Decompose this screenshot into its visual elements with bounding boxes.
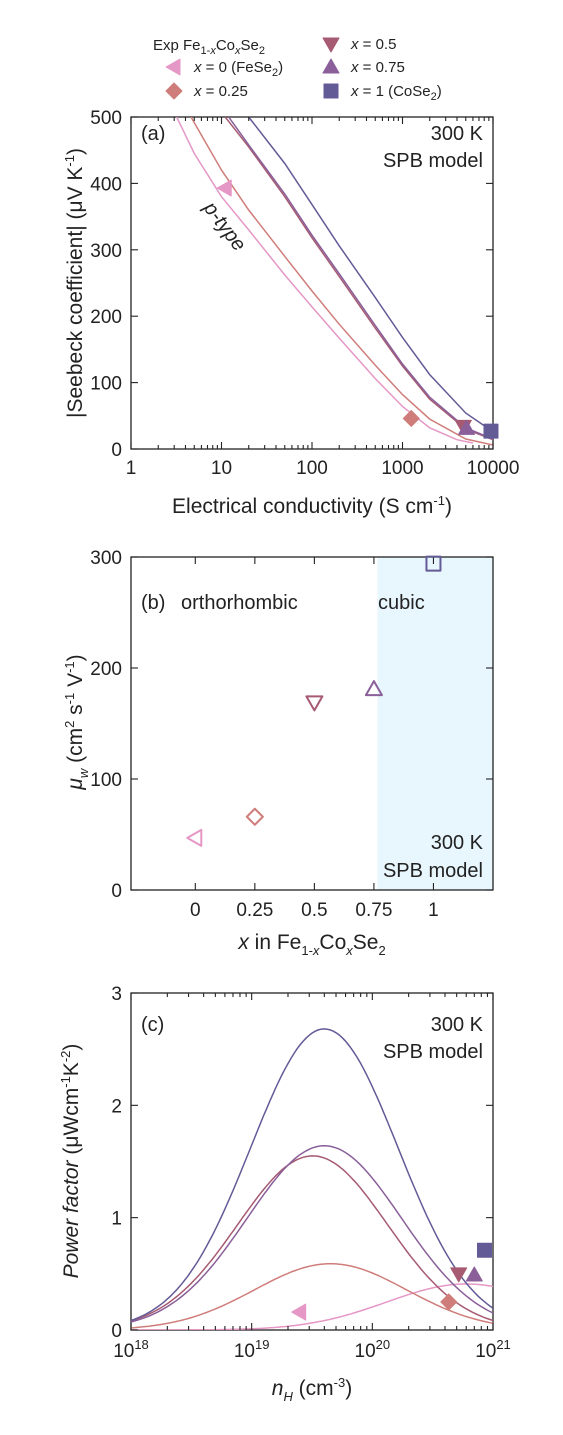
panel-b-point-x0 (186, 828, 203, 847)
panel-a-xtick-label: 1000 (381, 458, 423, 479)
panel-a: 1 10 100 1000 10000 0 100 200 300 400 500 (a) 300 … (62, 108, 519, 518)
panel-b-ytick-label: 100 (90, 770, 122, 791)
cubic-region (377, 557, 493, 890)
panel-b-xtick-label: 0.5 (301, 900, 327, 921)
panel-c-point-x1 (476, 1242, 492, 1258)
pf-curve-x1 (131, 1028, 493, 1322)
panel-b-label: (b) (141, 592, 165, 614)
panel-a-ytick-label: 500 (90, 108, 122, 129)
panel-b-xtick-label: 0.75 (355, 900, 392, 921)
panel-a-ytick-label: 200 (90, 307, 122, 328)
panel-c: 1018 1019 1020 1021 0 1 2 3 (c) 300 K SPB model… (58, 984, 511, 1404)
panel-a-region-label: p-type (198, 197, 250, 255)
panel-a-label: (a) (141, 123, 165, 145)
panel-c-temperature: 300 K (431, 1014, 484, 1036)
panel-c-point-x05 (450, 1267, 468, 1283)
panel-c-xlabel: nH (cm-3) (272, 1375, 352, 1404)
panel-a-temperature: 300 K (431, 123, 484, 145)
panel-c-ytick-label: 1 (111, 1209, 122, 1230)
panel-b-point-x075 (364, 680, 383, 697)
legend-label-x075: x = 0.75 (350, 59, 405, 76)
pf-curve-x025 (131, 1262, 493, 1329)
panel-c-xtick-label: 1019 (234, 1337, 270, 1362)
panel-a-point-x075 (458, 419, 476, 435)
panel-a-ytick-label: 0 (111, 440, 122, 461)
panel-a-point-x025 (402, 409, 420, 427)
panel-c-xtick-label: 1018 (113, 1337, 149, 1362)
panel-b-temperature: 300 K (431, 832, 484, 854)
panel-a-xtick-label: 1 (126, 458, 137, 479)
panel-a-ytick-label: 400 (90, 174, 122, 195)
panel-a-ylabel: |Seebeck coefficient| (μV K-1) (62, 148, 87, 418)
panel-a-xtick-label: 100 (296, 458, 328, 479)
pf-curve-x075 (131, 1145, 493, 1323)
panel-b-xtick-label: 0 (190, 900, 201, 921)
panel-c-point-x075 (465, 1266, 483, 1282)
panel-b-xtick-label: 1 (428, 900, 439, 921)
panel-c-xtick-label: 1020 (355, 1337, 391, 1362)
panel-b-ytick-label: 200 (90, 659, 122, 680)
panel-b-model: SPB model (383, 860, 483, 882)
legend-marker-x05 (322, 37, 340, 53)
panel-a-xtick-label: 10 (211, 458, 232, 479)
legend-marker-x1 (323, 83, 339, 99)
legend-label-x1: x = 1 (CoSe2) (350, 83, 442, 103)
legend-label-x05: x = 0.5 (350, 36, 396, 53)
panel-c-frame (130, 992, 494, 1331)
panel-b-region-ortho: orthorhombic (181, 592, 298, 614)
seebeck-curve-x1 (248, 117, 493, 433)
legend-label-x025: x = 0.25 (193, 83, 248, 100)
panel-c-ytick-label: 3 (111, 984, 122, 1005)
panel-c-ytick-label: 2 (111, 1096, 122, 1117)
panel-b-frame (130, 556, 494, 891)
panel-c-label: (c) (141, 1014, 164, 1036)
legend-marker-x025 (165, 82, 183, 100)
panel-a-xtick-label: 10000 (467, 458, 520, 479)
pf-curve-x05 (131, 1155, 493, 1322)
panel-a-ytick-label: 300 (90, 241, 122, 262)
panel-a-ytick-label: 100 (90, 374, 122, 395)
panel-c-ylabel: Power factor (μWcm-1K-2) (58, 1044, 83, 1279)
panel-c-point-x025 (440, 1293, 458, 1311)
panel-b: 0 0.25 0.5 0.75 1 0 100 200 300 (b) orthorhombic… (62, 548, 494, 958)
panel-b-xlabel: x in Fe1-xCoxSe2 (237, 931, 385, 958)
panel-b-point-x05 (305, 695, 324, 712)
legend-label-x0: x = 0 (FeSe2) (193, 59, 283, 79)
seebeck-curve-x05 (224, 117, 493, 441)
legend: Exp Fe1-xCoxSe2 x = 0 (FeSe2) x = 0.25 x =… (153, 36, 442, 103)
panel-a-point-x1 (483, 423, 499, 439)
panel-a-model: SPB model (383, 150, 483, 172)
legend-title: Exp Fe1-xCoxSe2 (153, 37, 265, 57)
panel-b-ylabel: μw (cm2 s-1 V-1) (62, 654, 91, 790)
seebeck-curve-x0 (176, 117, 474, 444)
seebeck-curve-x025 (190, 117, 493, 446)
panel-a-point-x0 (216, 179, 232, 197)
panel-b-ytick-label: 300 (90, 548, 122, 569)
legend-marker-x075 (322, 58, 340, 74)
pf-curve-x0 (131, 1283, 493, 1330)
seebeck-curve-x075 (228, 117, 493, 440)
panel-b-region-cubic: cubic (378, 592, 425, 614)
panel-a-xlabel: Electrical conductivity (S cm-1) (172, 493, 452, 518)
panel-c-ytick-label: 0 (111, 1321, 122, 1342)
panel-b-ytick-label: 0 (111, 881, 122, 902)
panel-c-xtick-label: 1021 (475, 1337, 511, 1362)
legend-marker-x0 (165, 58, 181, 76)
panel-c-point-x0 (291, 1303, 307, 1321)
panel-b-xtick-label: 0.25 (236, 900, 273, 921)
panel-b-point-x025 (245, 807, 264, 826)
panel-b-point-x1 (425, 555, 442, 572)
panel-c-model: SPB model (383, 1041, 483, 1063)
